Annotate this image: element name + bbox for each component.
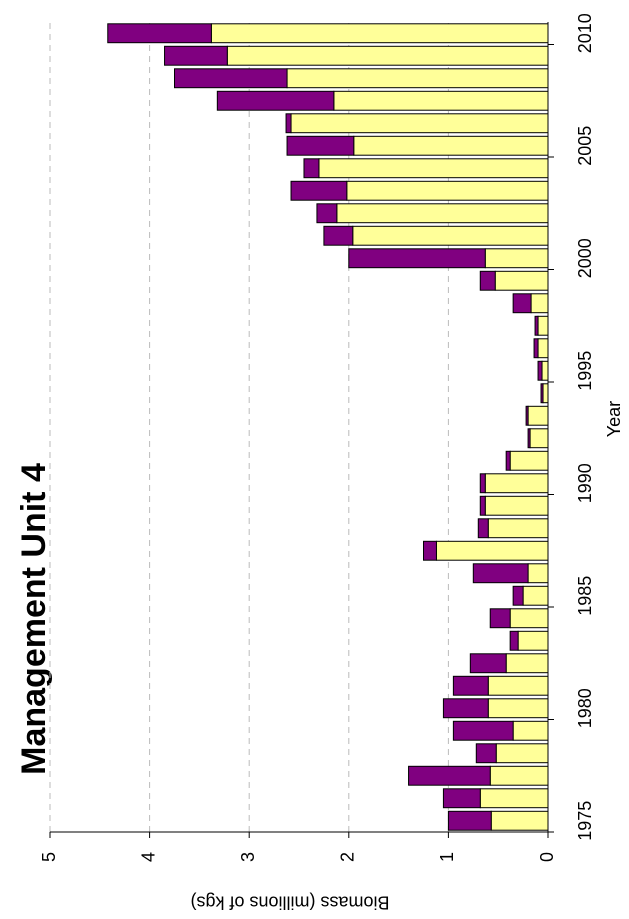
bar-segment <box>509 630 519 651</box>
bar-segment <box>489 608 511 629</box>
bar-segment <box>541 360 549 381</box>
bar-segment <box>442 698 489 719</box>
bar-segment <box>527 428 531 449</box>
bar-segment <box>533 338 539 359</box>
x-tick-label: 1980 <box>575 688 595 728</box>
y-tick-label: 3 <box>238 852 258 862</box>
x-tick-label: 2010 <box>575 13 595 53</box>
bar-segment <box>286 68 549 89</box>
bar-segment <box>537 338 549 359</box>
bar-segment <box>174 68 288 89</box>
bar-segment <box>484 473 549 494</box>
bar-segment <box>484 495 549 516</box>
bar-segment <box>537 315 549 336</box>
bar-segment <box>353 135 549 156</box>
bar-segment <box>348 248 486 269</box>
x-tick-label: 1975 <box>575 801 595 841</box>
chart-title: Management Unit 4 <box>15 463 53 775</box>
bar-segment <box>479 270 496 291</box>
x-tick-label: 2000 <box>575 238 595 278</box>
y-tick-label: 4 <box>138 852 158 862</box>
bar-segment <box>522 585 549 606</box>
bar-segment <box>452 720 514 741</box>
bar-segment <box>333 90 549 111</box>
bar-segment <box>487 518 549 539</box>
bar-segment <box>509 450 549 471</box>
bar-segment <box>442 788 481 809</box>
bar-segment <box>512 585 524 606</box>
bar-segment <box>527 563 549 584</box>
bar-segment <box>517 630 549 651</box>
x-axis-label: Year <box>604 401 624 437</box>
bar-segment <box>477 518 489 539</box>
bar-segment <box>484 248 549 269</box>
bar-segment <box>509 608 549 629</box>
bar-segment <box>530 293 549 314</box>
bar-segment <box>447 810 492 831</box>
bar-segment <box>505 450 511 471</box>
bar-segment <box>316 203 338 224</box>
bar-segment <box>495 743 549 764</box>
bar-segment <box>487 698 549 719</box>
bar-segment <box>286 135 355 156</box>
bar-segment <box>534 315 539 336</box>
bar-segment <box>512 720 549 741</box>
bar-segment <box>525 405 529 426</box>
bar-segment <box>290 113 549 134</box>
bar-segment <box>210 23 549 44</box>
bar-segment <box>352 225 549 246</box>
bar-segment <box>469 653 507 674</box>
bar-segment <box>489 765 549 786</box>
x-tick-label: 1990 <box>575 463 595 503</box>
bar-segment <box>479 788 549 809</box>
bar-segment <box>494 270 549 291</box>
bar-segment <box>475 743 497 764</box>
bar-segment <box>479 495 486 516</box>
bar-segment <box>408 765 491 786</box>
bar-segment <box>529 428 549 449</box>
x-tick-label: 1995 <box>575 351 595 391</box>
x-tick-label: 1985 <box>575 576 595 616</box>
bar-segment <box>472 563 529 584</box>
x-tick-label: 2005 <box>575 126 595 166</box>
bar-segment <box>512 293 532 314</box>
bar-segment <box>285 113 292 134</box>
bar-segment <box>542 383 549 404</box>
bar-segment <box>318 158 549 179</box>
bar-segment <box>487 675 549 696</box>
bar-segment <box>226 45 549 66</box>
rotated-chart: Management Unit 4 Year Biomass (millions… <box>15 13 624 912</box>
bar-segment <box>505 653 549 674</box>
bar-segment <box>216 90 335 111</box>
bar-segment <box>479 473 486 494</box>
bar-segment <box>323 225 354 246</box>
bar-segment <box>490 810 549 831</box>
y-tick-label: 2 <box>338 852 358 862</box>
bar-segment <box>540 383 544 404</box>
y-tick-label: 1 <box>437 852 457 862</box>
bar-segment <box>303 158 320 179</box>
bar-segment <box>527 405 549 426</box>
bar-segment <box>435 540 549 561</box>
y-axis-label: Biomass (millions of kgs) <box>190 892 389 912</box>
y-tick-label: 0 <box>537 852 557 862</box>
bar-segment <box>336 203 549 224</box>
bar-segment <box>346 180 549 201</box>
bar-segment <box>423 540 437 561</box>
y-tick-label: 5 <box>39 852 59 862</box>
bar-segment <box>452 675 489 696</box>
bar-segment <box>290 180 348 201</box>
bar-segment <box>537 360 543 381</box>
bar-segment <box>164 45 228 66</box>
bar-segment <box>107 23 212 44</box>
